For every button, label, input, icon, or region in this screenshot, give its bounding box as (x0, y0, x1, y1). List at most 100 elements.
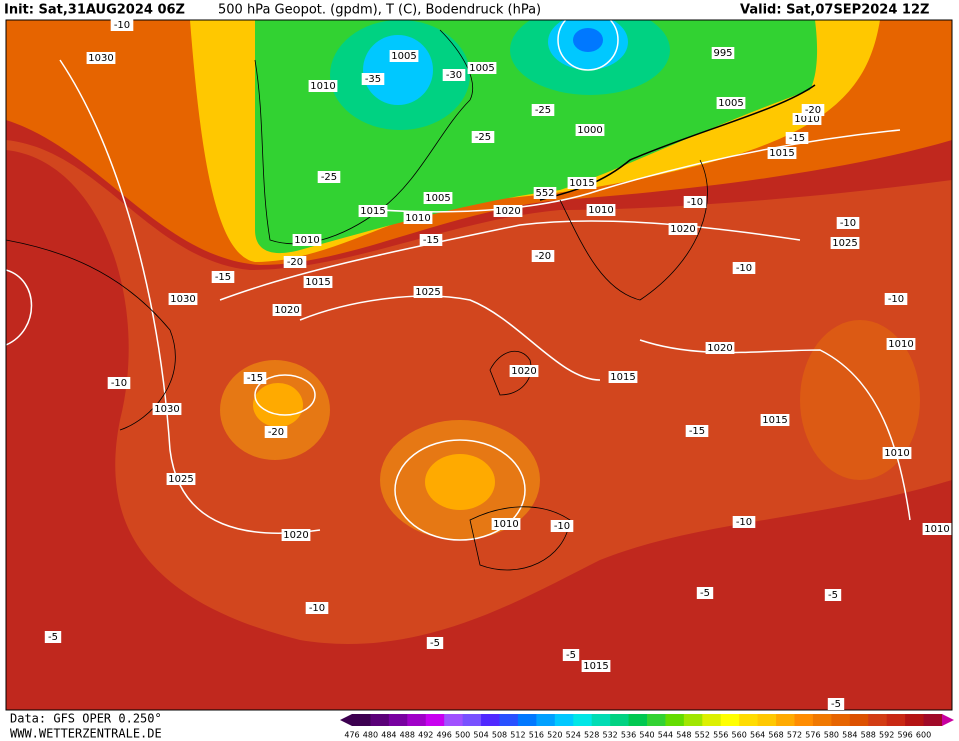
colorbar-label: 512 (510, 731, 525, 740)
colorbar-label: 536 (621, 731, 636, 740)
pressure-label-box (882, 447, 912, 459)
temperature-label: -25 (535, 105, 551, 116)
pressure-label: 1020 (511, 366, 536, 377)
pressure-label-box (581, 660, 611, 672)
pressure-label-box (281, 529, 311, 541)
valid-time: Valid: Sat,07SEP2024 12Z (740, 3, 929, 18)
temperature-label: -20 (268, 427, 284, 438)
temperature-label: -5 (566, 650, 576, 661)
pressure-label: 1010 (310, 81, 335, 92)
map-title: 500 hPa Geopot. (gpdm), T (C), Bodendruc… (218, 3, 541, 18)
pressure-label-box (760, 414, 790, 426)
colorbar-swatch (831, 714, 851, 726)
colorbar-swatch (757, 714, 777, 726)
temperature-label-box (884, 293, 908, 305)
colorbar-label: 520 (547, 731, 562, 740)
colorbar-label: 540 (639, 731, 654, 740)
pressure-label: 1015 (583, 661, 608, 672)
temperature-label-box (305, 602, 329, 614)
colorbar-swatch (388, 714, 408, 726)
colorbar-label: 500 (455, 731, 470, 740)
temperature-label-box (836, 217, 860, 229)
pressure-label: 1010 (888, 339, 913, 350)
colorbar-label: 496 (437, 731, 452, 740)
temperature-label: -15 (689, 426, 705, 437)
colorbar-label: 588 (861, 731, 876, 740)
pressure-label-box (292, 234, 322, 246)
pressure-label-box (886, 338, 916, 350)
colorbar-arrow (340, 714, 352, 726)
temperature-label-box (732, 262, 756, 274)
colorbar-swatch (683, 714, 703, 726)
colorbar-label: 492 (418, 731, 433, 740)
colorbar-swatch (776, 714, 795, 726)
temperature-label-box (683, 196, 707, 208)
temperature-label-box (211, 271, 235, 283)
pressure-label-box (567, 177, 597, 189)
pressure-label: 1030 (170, 294, 195, 305)
colorbar-label: 516 (529, 731, 544, 740)
temperature-label: -15 (247, 373, 263, 384)
colorbar-swatch (536, 714, 556, 726)
temperature-label: -10 (111, 378, 127, 389)
colorbar-label: 524 (566, 731, 581, 740)
colorbar-label: 508 (492, 731, 507, 740)
pressure-label: 1005 (425, 193, 450, 204)
pressure-label-box (922, 523, 952, 535)
colorbar-label: 568 (768, 731, 783, 740)
colorbar-swatch (702, 714, 722, 726)
colorbar-swatch (407, 714, 427, 726)
pressure-label-box (303, 276, 333, 288)
pressure-label-box (358, 205, 388, 217)
colorbar-swatch (462, 714, 482, 726)
temperature-label: -10 (736, 517, 752, 528)
colorbar-label: 480 (363, 731, 378, 740)
colorbar-swatch (517, 714, 537, 726)
temperature-label: -10 (888, 294, 904, 305)
pressure-label: 1010 (884, 448, 909, 459)
colorbar-label: 596 (897, 731, 912, 740)
pressure-label-box (491, 518, 521, 530)
colorbar-swatch (573, 714, 593, 726)
colorbar-swatch (370, 714, 390, 726)
pressure-label: 1005 (469, 63, 494, 74)
pressure-label: 1015 (769, 148, 794, 159)
temperature-label-box (550, 520, 574, 532)
pressure-label-box (168, 293, 198, 305)
colorbar-swatch (720, 714, 740, 726)
colorbar-label: 548 (676, 731, 691, 740)
temperature-label: -25 (475, 132, 491, 143)
temperature-label-box (243, 372, 267, 384)
colorbar-label: 580 (824, 731, 839, 740)
pressure-label: 1015 (762, 415, 787, 426)
temperature-label-box (442, 69, 466, 81)
colorbar-swatch (923, 714, 943, 726)
temp-field (800, 320, 920, 480)
colorbar-label: 572 (787, 731, 802, 740)
pressure-label-box (575, 124, 605, 136)
colorbar-swatch (444, 714, 464, 726)
temperature-label: -30 (446, 70, 462, 81)
pressure-label-box (705, 342, 735, 354)
pressure-label: 1010 (405, 213, 430, 224)
temperature-label: -20 (805, 105, 821, 116)
colorbar: 476 480 484 488 492 496 500 504 508 512 516 520 524 5… (340, 714, 954, 740)
colorbar-swatch (499, 714, 519, 726)
colorbar-swatch (886, 714, 906, 726)
pressure-label-box (423, 192, 453, 204)
pressure-label: 995 (713, 48, 732, 59)
pressure-label-box (152, 403, 182, 415)
temperature-label: -25 (321, 172, 337, 183)
colorbar-label: 488 (400, 731, 415, 740)
temperature-label-box (531, 250, 555, 262)
colorbar-swatch (665, 714, 685, 726)
colorbar-swatch (794, 714, 814, 726)
pressure-label: 1010 (588, 205, 613, 216)
temperature-label: -15 (789, 133, 805, 144)
pressure-label: 1015 (305, 277, 330, 288)
temperature-label-box (562, 649, 580, 661)
temperature-label-box (107, 377, 131, 389)
temp-field (425, 454, 495, 510)
height-label-box (533, 187, 557, 199)
temperature-label-box (827, 698, 845, 710)
